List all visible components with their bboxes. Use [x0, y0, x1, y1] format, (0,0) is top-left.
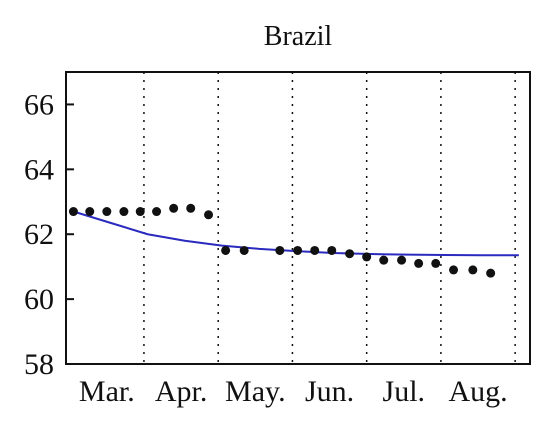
data-point-18 [397, 255, 407, 265]
data-point-9 [221, 245, 231, 255]
x-month-label-5: Aug. [448, 375, 507, 408]
data-point-14 [327, 245, 337, 255]
data-point-0 [68, 207, 78, 217]
plot-area: 58 60 62 64 66 Mar. Apr. May. Jun. Jul. Aug. [24, 71, 531, 408]
data-point-20 [431, 258, 441, 268]
x-month-label-1: Apr. [155, 375, 208, 408]
data-point-6 [169, 203, 179, 213]
data-point-23 [486, 268, 496, 278]
y-tick-label-0: 58 [24, 348, 54, 381]
data-point-15 [345, 249, 355, 259]
y-tick-label-1: 60 [24, 283, 54, 316]
data-point-17 [379, 255, 389, 265]
data-point-16 [362, 252, 372, 262]
plot-frame [65, 71, 531, 365]
data-point-8 [204, 210, 214, 220]
chart-title: Brazil [264, 21, 333, 52]
y-tick-label-4: 66 [24, 88, 54, 121]
x-month-label-0: Mar. [79, 375, 135, 408]
y-tick-label-3: 64 [24, 153, 54, 186]
data-point-3 [119, 207, 129, 217]
data-point-19 [414, 258, 424, 268]
data-point-1 [85, 207, 95, 217]
data-point-12 [293, 245, 303, 255]
data-point-10 [239, 245, 249, 255]
x-month-label-2: May. [225, 375, 286, 408]
x-month-label-4: Jul. [383, 375, 426, 408]
data-point-5 [152, 207, 162, 217]
data-point-22 [468, 265, 478, 275]
x-month-label-3: Jun. [305, 375, 354, 408]
data-point-7 [186, 203, 196, 213]
data-point-11 [275, 245, 285, 255]
data-point-21 [449, 265, 459, 275]
y-tick-label-2: 62 [24, 218, 54, 251]
data-point-4 [135, 207, 145, 217]
data-point-13 [310, 245, 320, 255]
data-point-2 [102, 207, 112, 217]
